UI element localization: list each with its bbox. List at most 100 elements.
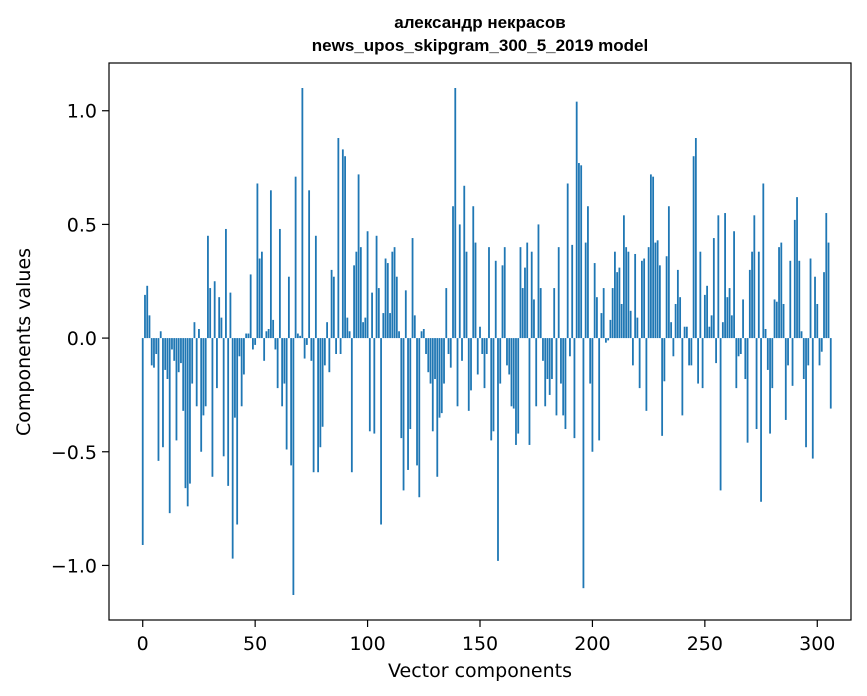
bar-130 bbox=[434, 338, 436, 380]
bar-189 bbox=[566, 183, 569, 339]
bar-267 bbox=[742, 299, 744, 339]
bar-72 bbox=[303, 338, 306, 359]
bar-292 bbox=[798, 260, 801, 339]
bar-291 bbox=[796, 197, 798, 339]
bar-131 bbox=[436, 338, 439, 477]
bar-230 bbox=[658, 265, 661, 339]
bar-113 bbox=[395, 276, 398, 339]
bar-109 bbox=[386, 263, 389, 339]
bar-194 bbox=[578, 163, 580, 339]
bar-37 bbox=[225, 228, 227, 339]
bar-151 bbox=[481, 338, 484, 354]
bar-3 bbox=[148, 315, 151, 339]
bar-231 bbox=[661, 338, 664, 436]
bar-228 bbox=[654, 242, 657, 339]
bar-170 bbox=[524, 267, 526, 339]
bar-284 bbox=[780, 242, 783, 339]
bar-212 bbox=[618, 267, 621, 339]
bar-183 bbox=[553, 288, 556, 339]
bar-115 bbox=[400, 338, 403, 439]
bar-26 bbox=[200, 338, 203, 452]
bar-106 bbox=[380, 338, 382, 525]
bar-60 bbox=[276, 338, 279, 389]
bar-169 bbox=[521, 288, 524, 339]
bar-21 bbox=[189, 338, 191, 484]
bar-97 bbox=[359, 247, 362, 339]
bar-296 bbox=[807, 338, 810, 366]
bar-136 bbox=[447, 338, 450, 354]
bar-155 bbox=[490, 338, 493, 441]
x-tick-label: 100 bbox=[349, 633, 385, 655]
bar-261 bbox=[728, 288, 731, 339]
bar-47 bbox=[247, 333, 250, 339]
bar-242 bbox=[685, 326, 688, 339]
bar-164 bbox=[510, 338, 513, 407]
x-tick-label: 250 bbox=[687, 633, 723, 655]
bar-207 bbox=[607, 338, 610, 341]
bar-198 bbox=[587, 206, 589, 339]
bar-217 bbox=[629, 310, 632, 339]
bar-139 bbox=[454, 88, 457, 339]
bar-126 bbox=[425, 338, 427, 354]
bar-86 bbox=[335, 338, 337, 354]
plot-frame bbox=[108, 62, 852, 621]
bar-38 bbox=[227, 338, 230, 486]
bar-235 bbox=[670, 322, 673, 339]
y-tick-label: −1.0 bbox=[51, 555, 97, 577]
bar-123 bbox=[418, 338, 421, 498]
bar-71 bbox=[301, 88, 304, 339]
bar-159 bbox=[499, 338, 502, 384]
bar-226 bbox=[649, 174, 652, 339]
bar-133 bbox=[440, 338, 443, 414]
bar-153 bbox=[485, 338, 488, 354]
bar-250 bbox=[703, 294, 706, 339]
bar-59 bbox=[274, 338, 277, 350]
bar-254 bbox=[712, 238, 715, 339]
bar-98 bbox=[362, 322, 364, 339]
bar-175 bbox=[535, 338, 538, 407]
bar-144 bbox=[465, 251, 468, 339]
bar-29 bbox=[207, 235, 209, 339]
bar-247 bbox=[697, 338, 699, 384]
bar-253 bbox=[710, 315, 713, 339]
bar-290 bbox=[793, 219, 796, 339]
bar-288 bbox=[789, 260, 792, 339]
bar-255 bbox=[715, 338, 717, 364]
bar-119 bbox=[409, 338, 412, 430]
bar-306 bbox=[829, 338, 832, 409]
bar-18 bbox=[182, 338, 185, 411]
bar-266 bbox=[739, 338, 742, 354]
bar-172 bbox=[528, 338, 531, 445]
bar-154 bbox=[488, 247, 490, 339]
bar-279 bbox=[769, 338, 771, 434]
bar-301 bbox=[818, 338, 821, 366]
y-tick-label: 1.0 bbox=[67, 101, 97, 123]
bar-202 bbox=[596, 297, 598, 339]
bar-275 bbox=[760, 338, 762, 502]
bar-142 bbox=[461, 338, 463, 361]
bar-75 bbox=[310, 338, 313, 361]
bar-90 bbox=[344, 156, 346, 339]
bar-299 bbox=[814, 276, 816, 339]
bar-209 bbox=[611, 288, 614, 339]
bar-282 bbox=[775, 301, 778, 339]
bar-127 bbox=[427, 338, 430, 373]
bar-237 bbox=[674, 303, 677, 339]
bar-190 bbox=[569, 338, 571, 357]
bar-251 bbox=[706, 285, 708, 339]
bar-243 bbox=[688, 338, 691, 366]
bar-240 bbox=[681, 338, 684, 416]
bar-74 bbox=[308, 190, 311, 339]
bar-46 bbox=[245, 333, 248, 339]
bar-208 bbox=[609, 319, 612, 339]
bar-79 bbox=[319, 338, 322, 448]
bar-213 bbox=[620, 303, 623, 339]
bar-214 bbox=[623, 215, 625, 339]
bar-17 bbox=[180, 338, 182, 364]
bar-186 bbox=[560, 338, 562, 384]
bar-0 bbox=[141, 338, 144, 545]
bar-262 bbox=[730, 315, 733, 339]
bar-179 bbox=[544, 338, 547, 407]
bar-116 bbox=[402, 338, 405, 491]
bar-218 bbox=[632, 338, 634, 366]
